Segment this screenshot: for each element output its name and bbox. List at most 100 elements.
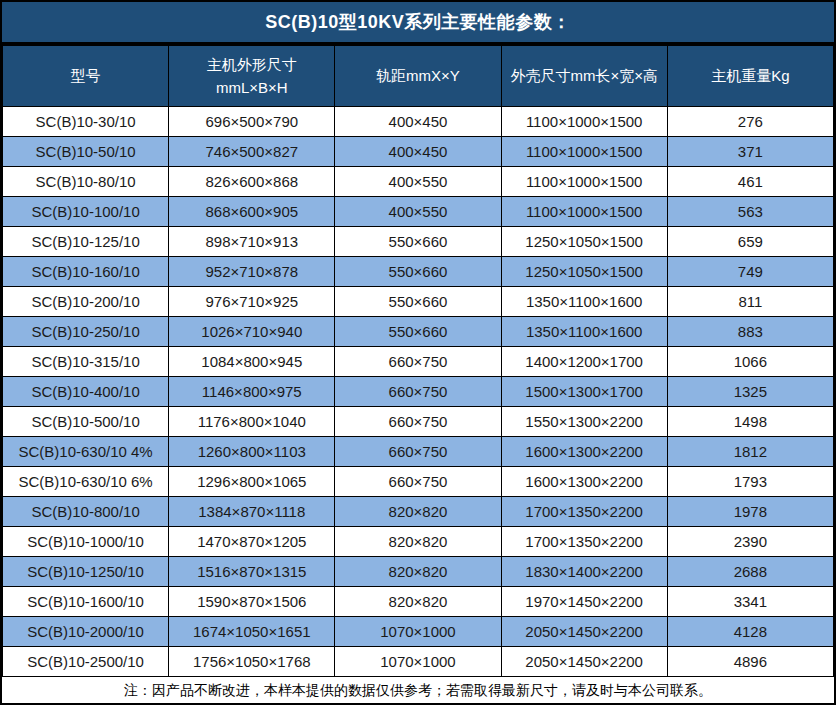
table-cell: 1350×1100×1600 [501,287,667,317]
table-cell: 1384×870×1118 [169,497,335,527]
table-cell: SC(B)10-80/10 [3,167,169,197]
table-cell: SC(B)10-1250/10 [3,557,169,587]
table-cell: 1070×1000 [335,647,501,677]
table-cell: 4896 [667,647,833,677]
table-cell: 1590×870×1506 [169,587,335,617]
table-row: SC(B)10-160/10952×710×878550×6601250×105… [3,257,834,287]
table-cell: 550×660 [335,287,501,317]
table-cell: 3341 [667,587,833,617]
col-header-host-dimensions-line2: mmL×B×H [169,76,334,99]
table-cell: 1100×1000×1500 [501,107,667,137]
table-cell: 1100×1000×1500 [501,167,667,197]
table-cell: 1793 [667,467,833,497]
col-header-rail-gauge-label: 轨距mmX×Y [335,64,500,87]
table-cell: SC(B)10-800/10 [3,497,169,527]
table-row: SC(B)10-1600/101590×870×1506820×8201970×… [3,587,834,617]
table-cell: SC(B)10-400/10 [3,377,169,407]
table-cell: 1600×1300×2200 [501,467,667,497]
table-cell: 696×500×790 [169,107,335,137]
table-cell: 1176×800×1040 [169,407,335,437]
col-header-host-dimensions: 主机外形尺寸 mmL×B×H [169,46,335,107]
table-row: SC(B)10-200/10976×710×925550×6601350×110… [3,287,834,317]
table-cell: 2050×1450×2200 [501,647,667,677]
table-cell: 820×820 [335,587,501,617]
table-row: SC(B)10-400/101146×800×975660×7501500×13… [3,377,834,407]
table-cell: SC(B)10-500/10 [3,407,169,437]
table-cell: 400×450 [335,137,501,167]
table-cell: 1978 [667,497,833,527]
table-cell: SC(B)10-1000/10 [3,527,169,557]
table-cell: 400×550 [335,197,501,227]
table-cell: 660×750 [335,377,501,407]
table-cell: 1498 [667,407,833,437]
col-header-host-dimensions-line1: 主机外形尺寸 [169,53,334,76]
table-cell: 749 [667,257,833,287]
table-cell: 1830×1400×2200 [501,557,667,587]
table-row: SC(B)10-30/10696×500×790400×4501100×1000… [3,107,834,137]
table-cell: 952×710×878 [169,257,335,287]
table-cell: 1084×800×945 [169,347,335,377]
table-cell: 1100×1000×1500 [501,197,667,227]
table-row: SC(B)10-80/10826×600×868400×5501100×1000… [3,167,834,197]
col-header-model: 型号 [3,46,169,107]
spec-table: 型号 主机外形尺寸 mmL×B×H 轨距mmX×Y 外壳尺寸mm长×宽×高 主机… [2,45,834,677]
table-row: SC(B)10-1250/101516×870×1315820×8201830×… [3,557,834,587]
table-cell: 2688 [667,557,833,587]
col-header-weight: 主机重量Kg [667,46,833,107]
table-cell: SC(B)10-1600/10 [3,587,169,617]
table-cell: 461 [667,167,833,197]
table-cell: 820×820 [335,527,501,557]
table-cell: 1250×1050×1500 [501,257,667,287]
table-cell: SC(B)10-160/10 [3,257,169,287]
table-cell: SC(B)10-200/10 [3,287,169,317]
table-cell: 883 [667,317,833,347]
table-cell: 811 [667,287,833,317]
table-cell: SC(B)10-2500/10 [3,647,169,677]
table-cell: 400×550 [335,167,501,197]
table-cell: 4128 [667,617,833,647]
table-row: SC(B)10-500/101176×800×1040660×7501550×1… [3,407,834,437]
table-cell: 1070×1000 [335,617,501,647]
table-cell: 1146×800×975 [169,377,335,407]
table-cell: 1250×1050×1500 [501,227,667,257]
col-header-model-label: 型号 [3,64,168,87]
table-cell: 371 [667,137,833,167]
table-cell: 2390 [667,527,833,557]
table-cell: 1100×1000×1500 [501,137,667,167]
table-cell: 1296×800×1065 [169,467,335,497]
footnote: 注：因产品不断改进，本样本提供的数据仅供参考；若需取得最新尺寸，请及时与本公司联… [2,677,834,704]
table-row: SC(B)10-2000/101674×1050×16511070×100020… [3,617,834,647]
table-cell: SC(B)10-630/10 4% [3,437,169,467]
table-cell: 898×710×913 [169,227,335,257]
table-cell: 1470×870×1205 [169,527,335,557]
table-cell: SC(B)10-50/10 [3,137,169,167]
table-cell: 660×750 [335,437,501,467]
table-cell: 820×820 [335,497,501,527]
table-cell: 550×660 [335,227,501,257]
table-header: 型号 主机外形尺寸 mmL×B×H 轨距mmX×Y 外壳尺寸mm长×宽×高 主机… [3,46,834,107]
page-title: SC(B)10型10KV系列主要性能参数： [2,2,834,45]
table-row: SC(B)10-125/10898×710×913550×6601250×105… [3,227,834,257]
table-cell: 826×600×868 [169,167,335,197]
table-row: SC(B)10-2500/101756×1050×17681070×100020… [3,647,834,677]
table-cell: 1026×710×940 [169,317,335,347]
table-cell: 276 [667,107,833,137]
table-cell: SC(B)10-2000/10 [3,617,169,647]
table-cell: 400×450 [335,107,501,137]
table-cell: SC(B)10-250/10 [3,317,169,347]
spec-sheet: SC(B)10型10KV系列主要性能参数： 型号 主机外形尺寸 mmL×B×H … [0,0,836,705]
table-row: SC(B)10-630/10 4%1260×800×1103660×750160… [3,437,834,467]
table-cell: 1700×1350×2200 [501,527,667,557]
table-cell: 868×600×905 [169,197,335,227]
table-cell: 660×750 [335,467,501,497]
col-header-rail-gauge: 轨距mmX×Y [335,46,501,107]
table-cell: SC(B)10-630/10 6% [3,467,169,497]
table-cell: 820×820 [335,557,501,587]
col-header-shell-size-label: 外壳尺寸mm长×宽×高 [502,64,667,87]
table-cell: SC(B)10-100/10 [3,197,169,227]
table-cell: 1500×1300×1700 [501,377,667,407]
table-row: SC(B)10-630/10 6%1296×800×1065660×750160… [3,467,834,497]
table-cell: 563 [667,197,833,227]
table-cell: 1066 [667,347,833,377]
table-cell: 1516×870×1315 [169,557,335,587]
